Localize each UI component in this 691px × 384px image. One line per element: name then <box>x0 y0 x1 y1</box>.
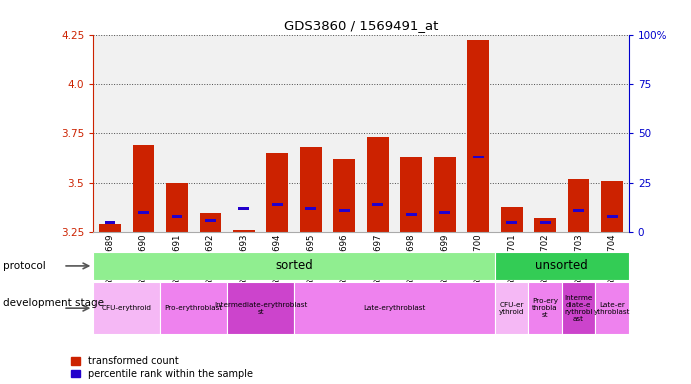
Bar <box>99 224 121 232</box>
Text: Intermediate-erythroblast
st: Intermediate-erythroblast st <box>214 302 307 314</box>
Bar <box>367 137 388 232</box>
Text: development stage: development stage <box>3 298 104 308</box>
Bar <box>233 230 255 232</box>
Text: Late-erythroblast: Late-erythroblast <box>363 305 426 311</box>
Bar <box>395 35 428 232</box>
Bar <box>568 179 589 232</box>
Bar <box>305 207 316 210</box>
Bar <box>562 282 596 334</box>
Bar <box>200 213 221 232</box>
Bar <box>160 282 227 334</box>
Text: protocol: protocol <box>3 261 46 271</box>
Bar <box>400 157 422 232</box>
Bar <box>501 207 522 232</box>
Bar <box>328 35 361 232</box>
Legend: transformed count, percentile rank within the sample: transformed count, percentile rank withi… <box>70 356 253 379</box>
Bar <box>529 35 562 232</box>
Bar <box>439 211 450 214</box>
Bar <box>238 207 249 210</box>
Bar <box>562 35 596 232</box>
Bar <box>607 215 618 218</box>
Bar <box>294 35 328 232</box>
Bar <box>372 204 384 206</box>
Bar <box>133 145 154 232</box>
Bar <box>573 209 584 212</box>
Bar <box>462 35 495 232</box>
Bar <box>227 282 294 334</box>
Bar <box>601 181 623 232</box>
Text: Interme
diate-e
rythrobl
ast: Interme diate-e rythrobl ast <box>565 295 593 322</box>
Bar <box>261 35 294 232</box>
Bar <box>406 213 417 216</box>
Bar <box>267 153 288 232</box>
Text: CFU-er
ythroid: CFU-er ythroid <box>499 302 524 314</box>
Bar <box>126 35 160 232</box>
Bar <box>361 35 395 232</box>
Bar <box>160 35 193 232</box>
Bar <box>93 35 126 232</box>
Bar <box>272 204 283 206</box>
Bar <box>473 156 484 159</box>
Bar <box>339 209 350 212</box>
Bar <box>434 157 455 232</box>
Bar <box>467 40 489 232</box>
Text: unsorted: unsorted <box>536 260 588 272</box>
Bar <box>294 282 495 334</box>
Bar <box>596 35 629 232</box>
Bar <box>193 35 227 232</box>
Title: GDS3860 / 1569491_at: GDS3860 / 1569491_at <box>284 19 438 32</box>
Bar <box>166 183 188 232</box>
Bar <box>540 221 551 224</box>
Bar <box>529 282 562 334</box>
Bar <box>428 35 462 232</box>
Text: Pro-erythroblast: Pro-erythroblast <box>164 305 223 311</box>
Bar <box>104 221 115 224</box>
Bar <box>171 215 182 218</box>
Bar <box>93 252 495 280</box>
Text: CFU-erythroid: CFU-erythroid <box>102 305 152 311</box>
Bar <box>93 282 160 334</box>
Bar <box>534 218 556 232</box>
Bar <box>495 252 629 280</box>
Bar <box>495 282 529 334</box>
Bar <box>507 221 517 224</box>
Bar <box>596 282 629 334</box>
Bar <box>138 211 149 214</box>
Bar <box>334 159 355 232</box>
Bar <box>205 219 216 222</box>
Bar <box>495 35 529 232</box>
Text: Late-er
ythroblast: Late-er ythroblast <box>594 302 630 314</box>
Bar <box>227 35 261 232</box>
Text: Pro-ery
throbla
st: Pro-ery throbla st <box>532 298 558 318</box>
Text: sorted: sorted <box>275 260 313 272</box>
Bar <box>300 147 322 232</box>
